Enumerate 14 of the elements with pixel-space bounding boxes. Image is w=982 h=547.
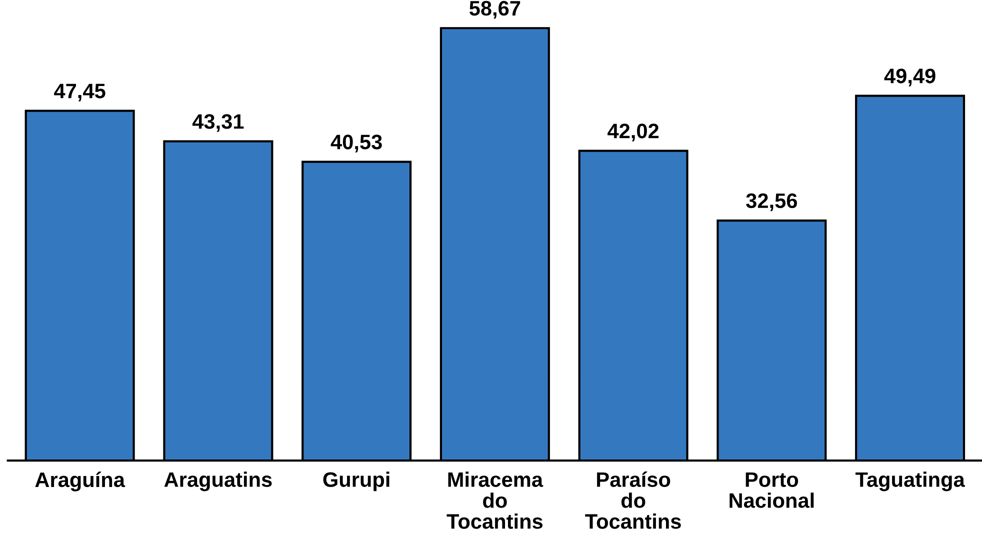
x-tick-label: Araguína <box>35 472 126 492</box>
x-tick-label: Paraíso do Tocantins <box>585 472 681 529</box>
x-tick-label: Gurupi <box>323 472 390 492</box>
data-label: 47,45 <box>54 84 106 102</box>
x-tick-label: Miracema do Tocantins <box>446 472 544 529</box>
x-tick-label: Porto Nacional <box>730 472 814 508</box>
data-label: 32,56 <box>746 193 797 212</box>
x-tick-label: Taguatinga <box>855 472 965 492</box>
data-label: 43,31 <box>192 114 244 132</box>
data-label: 49,49 <box>884 68 936 86</box>
data-label: 42,02 <box>608 124 659 142</box>
data-label: 58,67 <box>470 0 520 19</box>
data-label: 40,53 <box>330 134 382 152</box>
x-tick-label: Araguatins <box>164 472 272 492</box>
